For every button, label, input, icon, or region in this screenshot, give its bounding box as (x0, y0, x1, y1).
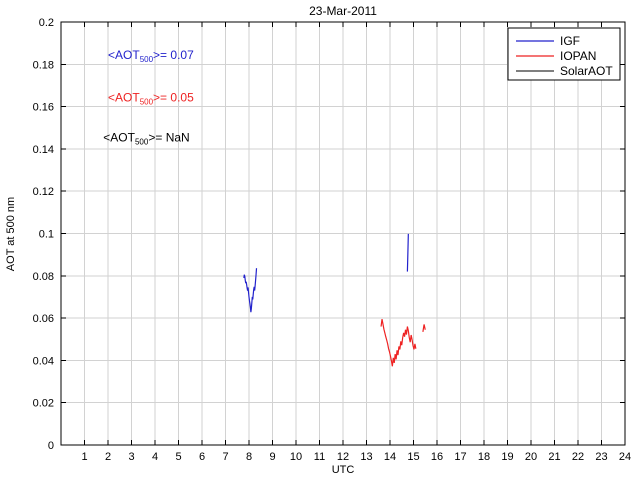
x-tick-label: 12 (337, 451, 349, 463)
y-axis-label: AOT at 500 nm (5, 197, 17, 271)
x-tick-label: 3 (128, 451, 134, 463)
x-tick-label: 23 (595, 451, 607, 463)
y-tick-label: 0 (48, 440, 54, 452)
y-tick-label: 0.06 (33, 313, 54, 325)
series-line-igf (243, 268, 258, 313)
x-tick-label: 19 (501, 451, 513, 463)
series-line-iopan (422, 324, 426, 332)
y-tick-label: 0.12 (33, 186, 54, 198)
x-tick-label: 7 (222, 451, 228, 463)
series-line-iopan (380, 319, 417, 367)
x-tick-label: 9 (269, 451, 275, 463)
legend-label-iopan: IOPAN (560, 49, 596, 63)
y-tick-label: 0.2 (39, 17, 54, 29)
aot-mean-annotation: <AOT500>= 0.05 (108, 90, 194, 106)
x-tick-label: 5 (175, 451, 181, 463)
annotations-layer: <AOT500>= 0.07 <AOT500>= 0.05 <AOT500>= Na… (103, 48, 194, 146)
x-tick-label: 2 (105, 451, 111, 463)
axes-layer (60, 21, 626, 446)
x-tick-label: 8 (246, 451, 252, 463)
x-tick-label: 4 (152, 451, 158, 463)
y-tick-label: 0.08 (33, 271, 54, 283)
y-tick-label: 0.14 (33, 144, 54, 156)
y-tick-label: 0.1 (39, 229, 54, 241)
x-tick-label: 24 (619, 451, 631, 463)
y-tick-label: 0.18 (33, 59, 54, 71)
series-line-igf (406, 233, 409, 272)
y-tick-label: 0.04 (33, 355, 54, 367)
x-tick-label: 22 (572, 451, 584, 463)
legend-label-solaraot: SolarAOT (560, 64, 613, 78)
x-tick-label: 17 (454, 451, 466, 463)
x-axis-label: UTC (332, 464, 355, 476)
x-tick-label: 1 (81, 451, 87, 463)
aot-mean-annotation: <AOT500>= NaN (103, 130, 189, 146)
x-tick-label: 11 (314, 451, 325, 463)
y-tick-label: 0.02 (33, 398, 54, 410)
x-tick-label: 10 (290, 451, 302, 463)
x-tick-label: 20 (525, 451, 537, 463)
chart-title: 23-Mar-2011 (309, 4, 377, 18)
aot-mean-annotation: <AOT500>= 0.07 (108, 48, 194, 64)
x-tick-label: 15 (407, 451, 419, 463)
x-tick-label: 16 (431, 451, 443, 463)
x-tick-label: 14 (384, 451, 396, 463)
grid-lines (61, 22, 625, 445)
y-tick-label: 0.16 (33, 102, 54, 114)
data-series-layer (243, 233, 426, 367)
legend-label-igf: IGF (560, 34, 580, 48)
tick-labels-layer: 1 2 3 4 5 6 7 8 9 10 11 12 13 14 15 16 17 18 19 20 21 22 23 240… (33, 17, 632, 463)
x-tick-label: 6 (199, 451, 205, 463)
x-tick-label: 18 (478, 451, 490, 463)
x-tick-label: 13 (360, 451, 372, 463)
x-tick-label: 21 (548, 451, 560, 463)
